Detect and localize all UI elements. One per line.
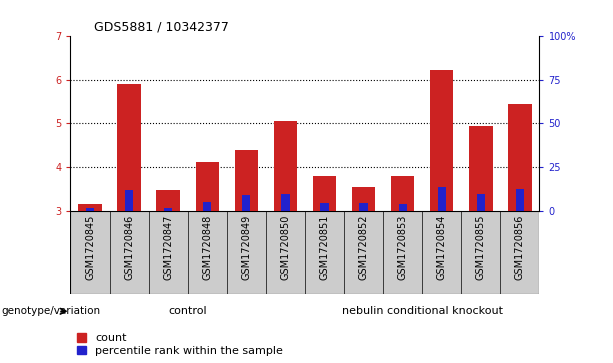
Text: GSM1720853: GSM1720853 bbox=[398, 215, 408, 280]
Legend: count, percentile rank within the sample: count, percentile rank within the sample bbox=[76, 332, 284, 357]
Bar bbox=[422, 211, 462, 294]
Bar bbox=[305, 211, 344, 294]
Bar bbox=[398, 204, 407, 211]
Text: GDS5881 / 10342377: GDS5881 / 10342377 bbox=[94, 21, 229, 34]
Text: GSM1720847: GSM1720847 bbox=[163, 215, 173, 280]
Bar bbox=[242, 195, 251, 211]
Text: control: control bbox=[169, 306, 207, 316]
Text: GSM1720850: GSM1720850 bbox=[280, 215, 291, 280]
Text: GSM1720852: GSM1720852 bbox=[359, 215, 368, 280]
Text: nebulin conditional knockout: nebulin conditional knockout bbox=[341, 306, 503, 316]
Text: GSM1720848: GSM1720848 bbox=[202, 215, 212, 280]
Bar bbox=[156, 189, 180, 211]
Bar bbox=[313, 176, 336, 211]
Text: GSM1720854: GSM1720854 bbox=[436, 215, 447, 280]
Bar bbox=[477, 194, 485, 211]
Bar bbox=[359, 203, 368, 211]
Bar bbox=[78, 204, 102, 211]
Bar bbox=[70, 211, 110, 294]
Bar bbox=[438, 187, 446, 211]
Text: genotype/variation: genotype/variation bbox=[1, 306, 101, 316]
Bar bbox=[383, 211, 422, 294]
Bar bbox=[321, 203, 329, 211]
Bar bbox=[469, 126, 493, 211]
Bar bbox=[125, 190, 133, 211]
Bar bbox=[203, 202, 211, 211]
Bar bbox=[430, 70, 454, 211]
Bar bbox=[281, 194, 289, 211]
Bar bbox=[508, 104, 531, 211]
Bar bbox=[391, 176, 414, 211]
Text: GSM1720849: GSM1720849 bbox=[242, 215, 251, 280]
Bar bbox=[188, 211, 227, 294]
Bar bbox=[110, 211, 149, 294]
Text: GSM1720855: GSM1720855 bbox=[476, 215, 486, 280]
Bar bbox=[227, 211, 266, 294]
Bar bbox=[196, 162, 219, 211]
Bar bbox=[344, 211, 383, 294]
Bar bbox=[266, 211, 305, 294]
Bar bbox=[274, 121, 297, 211]
Bar bbox=[86, 208, 94, 211]
Bar bbox=[235, 150, 258, 211]
Text: GSM1720851: GSM1720851 bbox=[319, 215, 330, 280]
Bar bbox=[149, 211, 188, 294]
Bar bbox=[516, 189, 524, 211]
Text: GSM1720846: GSM1720846 bbox=[124, 215, 134, 280]
Bar bbox=[118, 84, 141, 211]
Text: GSM1720845: GSM1720845 bbox=[85, 215, 95, 280]
Text: GSM1720856: GSM1720856 bbox=[515, 215, 525, 280]
Bar bbox=[500, 211, 539, 294]
Bar bbox=[352, 187, 375, 211]
Bar bbox=[164, 208, 172, 211]
Bar bbox=[462, 211, 500, 294]
